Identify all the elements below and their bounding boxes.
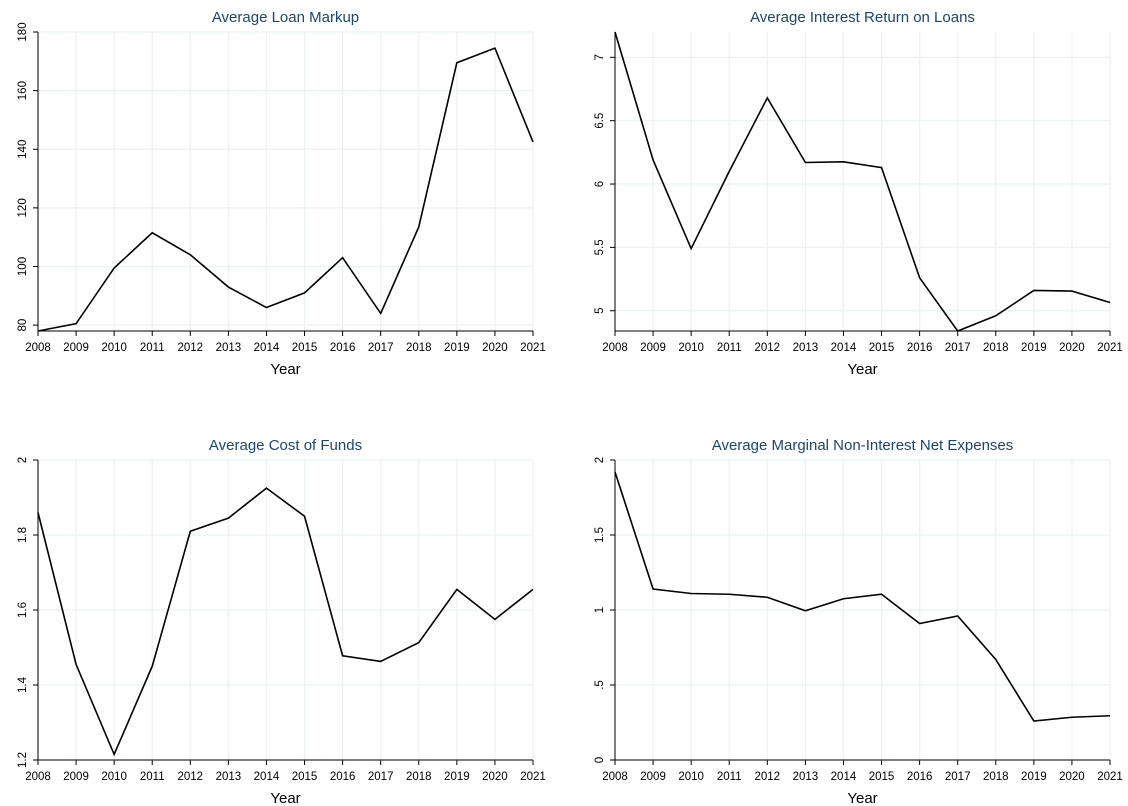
x-tick-label: 2014: [831, 342, 857, 354]
x-tick-label: 2017: [945, 771, 971, 783]
x-tick-label: 2018: [406, 771, 432, 783]
x-tick-label: 2009: [640, 771, 666, 783]
line: [37, 487, 534, 757]
y-tick-label: 160: [17, 81, 29, 100]
line: [37, 47, 534, 332]
x-tick-label: 2015: [292, 342, 318, 354]
chart-title: Average Cost of Funds: [209, 437, 362, 454]
x-tick-label: 2015: [869, 342, 895, 354]
y-tick-label: 140: [17, 140, 29, 159]
x-tick-label: 2020: [1059, 771, 1085, 783]
x-tick-label: 2010: [101, 771, 127, 783]
x-tick-label: 2013: [216, 771, 242, 783]
x-tick-label: 2019: [1021, 771, 1047, 783]
y-tick-label: 1: [594, 607, 606, 613]
x-tick-label: 2016: [907, 771, 933, 783]
x-tick-label: 2009: [63, 771, 89, 783]
x-tick-label: 2009: [63, 342, 89, 354]
x-tick-label: 2013: [216, 342, 242, 354]
chart-title: Average Loan Markup: [212, 9, 359, 26]
x-tick-label: 2008: [25, 771, 51, 783]
x-tick-label: 2014: [254, 342, 280, 354]
x-tick-label: 2013: [793, 771, 819, 783]
x-axis-label: Year: [847, 361, 877, 378]
x-tick-label: 2019: [444, 342, 470, 354]
x-tick-label: 2018: [983, 342, 1009, 354]
x-tick-label: 2019: [1021, 342, 1047, 354]
plot-area: [615, 32, 1110, 331]
y-tick-label: 1.2: [17, 752, 29, 768]
y-tick-label: 1.5: [594, 527, 606, 543]
line: [614, 471, 1111, 722]
x-tick-label: 2020: [1059, 342, 1085, 354]
line: [614, 31, 1111, 332]
x-tick-label: 2017: [368, 342, 394, 354]
chart-title: Average Marginal Non-Interest Net Expens…: [712, 437, 1014, 454]
x-tick-label: 2014: [254, 771, 280, 783]
x-tick-label: 2021: [1097, 342, 1123, 354]
x-tick-label: 2018: [983, 771, 1009, 783]
y-tick-label: 1.4: [17, 676, 29, 693]
x-tick-label: 2012: [755, 771, 781, 783]
x-axis-label: Year: [847, 790, 877, 806]
y-tick-label: 100: [17, 257, 29, 276]
y-tick-label: 2: [594, 457, 606, 463]
x-tick-label: 2017: [945, 342, 971, 354]
x-tick-label: 2020: [482, 771, 508, 783]
x-tick-label: 2012: [178, 771, 204, 783]
x-tick-label: 2008: [602, 342, 628, 354]
y-tick-label: 1.6: [17, 602, 29, 618]
x-tick-label: 2015: [292, 771, 318, 783]
x-tick-label: 2010: [678, 342, 704, 354]
x-tick-label: 2011: [140, 771, 165, 783]
x-tick-label: 2016: [330, 342, 356, 354]
y-tick-label: 7: [594, 54, 606, 60]
y-tick-label: 80: [17, 319, 29, 332]
y-tick-label: 120: [17, 198, 29, 217]
x-tick-label: 2011: [717, 771, 742, 783]
x-tick-label: 2008: [602, 771, 628, 783]
x-tick-label: 2009: [640, 342, 666, 354]
y-tick-label: 180: [17, 22, 29, 41]
x-tick-label: 2021: [520, 342, 546, 354]
x-tick-label: 2013: [793, 342, 819, 354]
x-tick-label: 2008: [25, 342, 51, 354]
y-tick-label: 1.8: [17, 527, 29, 543]
plot-area: [38, 32, 533, 331]
x-tick-label: 2020: [482, 342, 508, 354]
y-tick-label: 6.5: [594, 113, 606, 129]
x-axis-label: Year: [270, 361, 300, 378]
x-tick-label: 2012: [178, 342, 204, 354]
x-tick-label: 2011: [717, 342, 742, 354]
x-tick-label: 2021: [520, 771, 546, 783]
y-tick-label: 5: [594, 308, 606, 314]
y-tick-label: 2: [17, 457, 29, 463]
x-tick-label: 2021: [1097, 771, 1123, 783]
x-tick-label: 2012: [755, 342, 781, 354]
x-tick-label: 2011: [140, 342, 165, 354]
x-tick-label: 2010: [678, 771, 704, 783]
x-tick-label: 2010: [101, 342, 127, 354]
x-tick-label: 2019: [444, 771, 470, 783]
chart-title: Average Interest Return on Loans: [750, 9, 975, 26]
x-tick-label: 2018: [406, 342, 432, 354]
x-tick-label: 2017: [368, 771, 394, 783]
x-axis-label: Year: [270, 790, 300, 806]
y-tick-label: 6: [594, 181, 606, 187]
y-tick-label: 0: [594, 757, 606, 763]
x-tick-label: 2016: [907, 342, 933, 354]
y-tick-label: .5: [594, 680, 606, 690]
y-tick-label: 5.5: [594, 239, 606, 255]
x-tick-label: 2016: [330, 771, 356, 783]
x-tick-label: 2015: [869, 771, 895, 783]
x-tick-label: 2014: [831, 771, 857, 783]
